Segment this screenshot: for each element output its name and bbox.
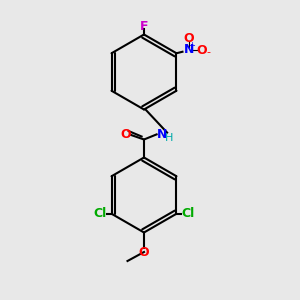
Text: Cl: Cl xyxy=(181,207,194,220)
Text: Cl: Cl xyxy=(94,207,107,220)
Text: -: - xyxy=(206,47,210,57)
Text: N: N xyxy=(184,43,194,56)
Text: O: O xyxy=(197,44,207,57)
Text: F: F xyxy=(140,20,148,33)
Text: +: + xyxy=(188,41,195,50)
Text: O: O xyxy=(139,246,149,260)
Text: N: N xyxy=(157,128,167,142)
Text: H: H xyxy=(164,133,173,143)
Text: O: O xyxy=(121,128,131,141)
Text: O: O xyxy=(184,32,194,45)
